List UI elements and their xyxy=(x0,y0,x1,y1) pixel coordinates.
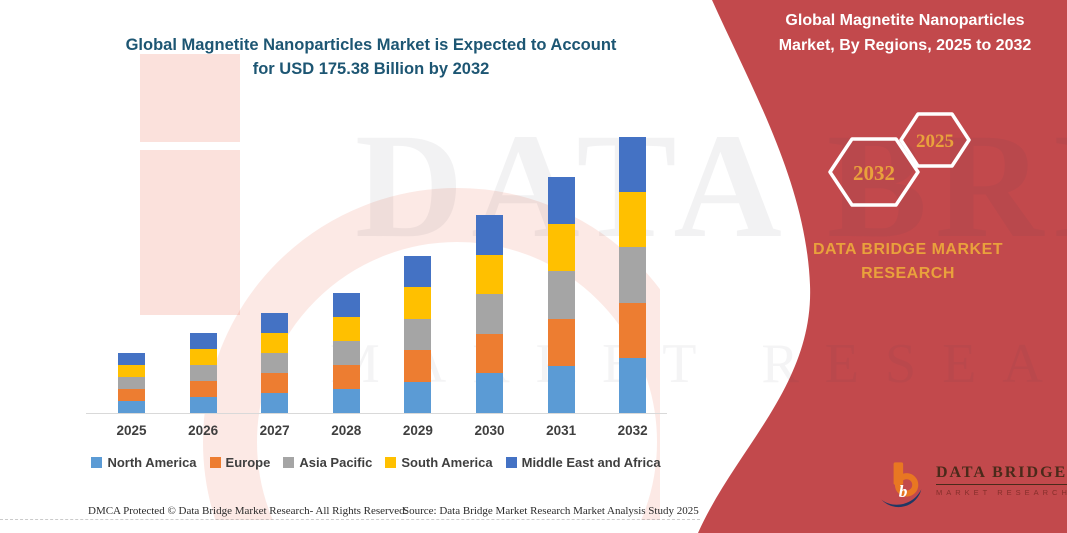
chart-legend: North America Europe Asia Pacific South Ame… xyxy=(80,455,672,470)
data-bridge-logo: b DATA BRIDGE MARKET RESEARCH xyxy=(878,458,1067,510)
stacked-bar-2026 xyxy=(189,333,217,413)
bar-segment-asia-pacific xyxy=(261,353,289,374)
bar-segment-middle-east-and-africa xyxy=(476,215,503,255)
legend-item-middle-east-and-africa: Middle East and Africa xyxy=(505,455,661,470)
x-axis-line xyxy=(86,413,667,414)
bar-segment-europe xyxy=(118,389,145,402)
bar-segment-south-america xyxy=(189,349,217,365)
bar-segment-asia-pacific xyxy=(547,271,575,319)
legend-label: South America xyxy=(401,455,493,470)
side-panel-heading-line1: Global Magnetite Nanoparticles xyxy=(785,12,1025,29)
stacked-bar-plot xyxy=(88,130,666,413)
panel-brand-line2: RESEARCH xyxy=(861,265,955,282)
x-tick-label-2027: 2027 xyxy=(259,423,290,438)
bar-segment-europe xyxy=(619,302,647,358)
legend-label: Europe xyxy=(225,455,271,470)
bar-segment-middle-east-and-africa xyxy=(332,293,360,318)
bar-segment-north-america xyxy=(261,393,289,413)
bar-segment-asia-pacific xyxy=(404,318,432,351)
legend-label: Middle East and Africa xyxy=(521,455,661,470)
x-tick-label-2025: 2025 xyxy=(116,423,147,438)
bar-segment-south-america xyxy=(404,287,432,319)
bar-segment-north-america xyxy=(619,357,647,413)
chart-title: Global Magnetite Nanoparticles Market is… xyxy=(95,34,647,82)
legend-item-north-america: North America xyxy=(91,455,197,470)
bar-segment-middle-east-and-africa xyxy=(404,255,432,288)
legend-swatch-icon xyxy=(283,457,295,468)
bar-segment-europe xyxy=(476,333,503,374)
x-tick-label-2031: 2031 xyxy=(546,423,577,438)
x-tick-label-2032: 2032 xyxy=(617,423,648,438)
bar-segment-north-america xyxy=(118,401,145,413)
source-attribution-text: Source: Data Bridge Market Research Mark… xyxy=(403,505,699,517)
side-panel-heading-line2: Market, By Regions, 2025 to 2032 xyxy=(778,36,1032,54)
stacked-bar-2031 xyxy=(547,176,575,413)
bar-segment-middle-east-and-africa xyxy=(619,137,647,193)
stacked-bar-2029 xyxy=(404,255,432,413)
bar-segment-north-america xyxy=(189,397,217,413)
bar-segment-middle-east-and-africa xyxy=(189,333,217,349)
panel-brand-text: DATA BRIDGE MARKET RESEARCH xyxy=(783,238,1033,286)
bar-segment-europe xyxy=(261,373,289,394)
stacked-bar-2028 xyxy=(332,293,360,413)
bar-segment-middle-east-and-africa xyxy=(261,313,289,334)
x-tick-label-2028: 2028 xyxy=(331,423,362,438)
chart-title-line1: Global Magnetite Nanoparticles Market is… xyxy=(125,36,617,54)
bar-segment-north-america xyxy=(332,389,360,413)
hexagon-2025-label: 2025 xyxy=(916,131,954,152)
bar-segment-south-america xyxy=(261,333,289,354)
chart-title-line2: for USD 175.38 Billion by 2032 xyxy=(252,59,490,78)
bar-segment-asia-pacific xyxy=(476,294,503,334)
legend-label: North America xyxy=(107,455,197,470)
bar-segment-north-america xyxy=(404,381,432,413)
bar-segment-south-america xyxy=(476,254,503,295)
bar-segment-europe xyxy=(404,350,432,382)
bar-segment-asia-pacific xyxy=(118,377,145,390)
stacked-bar-2027 xyxy=(261,313,289,413)
bar-segment-south-america xyxy=(619,192,647,248)
legend-item-europe: Europe xyxy=(209,455,271,470)
year-hexagons: 2032 2025 xyxy=(828,112,971,207)
legend-item-south-america: South America xyxy=(385,455,493,470)
bar-segment-europe xyxy=(547,318,575,366)
legend-swatch-icon xyxy=(209,457,221,468)
footer-divider xyxy=(0,519,700,520)
dmca-copyright-text: DMCA Protected © Data Bridge Market Rese… xyxy=(88,505,408,517)
legend-label: Asia Pacific xyxy=(299,455,373,470)
x-tick-label-2029: 2029 xyxy=(402,423,433,438)
hexagon-2032-label: 2032 xyxy=(853,161,895,185)
bar-segment-south-america xyxy=(332,317,360,342)
legend-item-asia-pacific: Asia Pacific xyxy=(283,455,372,470)
bar-segment-asia-pacific xyxy=(189,365,217,381)
legend-swatch-icon xyxy=(385,457,397,468)
logo-subtitle: MARKET RESEARCH xyxy=(936,488,1067,497)
bar-segment-asia-pacific xyxy=(332,341,360,366)
legend-swatch-icon xyxy=(91,457,103,468)
bar-segment-south-america xyxy=(547,224,575,272)
panel-brand-line1: DATA BRIDGE MARKET xyxy=(812,241,1004,258)
x-tick-label-2030: 2030 xyxy=(474,423,505,438)
x-tick-label-2026: 2026 xyxy=(188,423,219,438)
bar-segment-north-america xyxy=(547,365,575,413)
bar-segment-north-america xyxy=(476,373,503,413)
side-panel-heading: Global Magnetite Nanoparticles Market, B… xyxy=(752,9,1058,59)
hexagon-2025 xyxy=(899,112,971,168)
stacked-bar-2030 xyxy=(476,215,503,413)
bar-segment-asia-pacific xyxy=(619,247,647,303)
data-bridge-logo-icon: b xyxy=(881,462,922,508)
bar-segment-middle-east-and-africa xyxy=(547,176,575,225)
bar-segment-south-america xyxy=(118,365,145,378)
logo-wordmark: DATA BRIDGE xyxy=(936,464,1067,485)
legend-swatch-icon xyxy=(505,457,517,468)
bar-segment-europe xyxy=(189,381,217,397)
stacked-bar-2032 xyxy=(619,137,647,413)
stacked-bar-2025 xyxy=(118,353,145,413)
svg-text:b: b xyxy=(899,482,908,501)
hexagon-2032 xyxy=(828,137,920,207)
bar-segment-middle-east-and-africa xyxy=(118,353,145,366)
bar-segment-europe xyxy=(332,365,360,390)
